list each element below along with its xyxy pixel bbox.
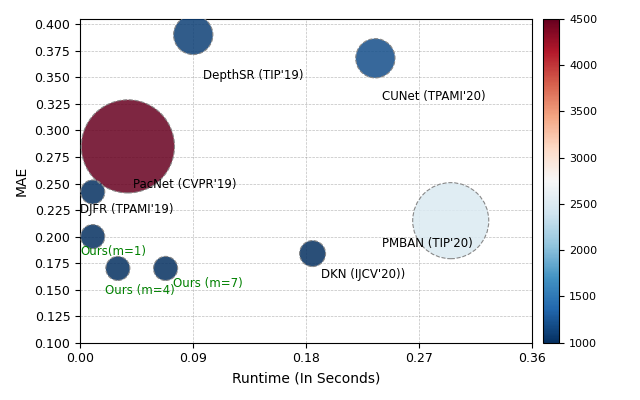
- Point: [188, 32, 198, 38]
- Point: [307, 250, 317, 257]
- Text: CUNet (TPAMI'20): CUNet (TPAMI'20): [381, 90, 485, 103]
- Point: [113, 265, 123, 272]
- Point: [113, 265, 123, 272]
- Point: [445, 218, 456, 224]
- Y-axis label: MAE: MAE: [15, 166, 29, 196]
- Text: Ours (m=7): Ours (m=7): [173, 277, 243, 290]
- Point: [445, 218, 456, 224]
- Point: [161, 265, 171, 272]
- Text: PMBAN (TIP'20): PMBAN (TIP'20): [381, 236, 472, 250]
- Point: [88, 189, 98, 195]
- Text: DJFR (TPAMI'19): DJFR (TPAMI'19): [80, 203, 173, 216]
- Point: [123, 143, 133, 150]
- Point: [307, 250, 317, 257]
- Point: [370, 55, 380, 62]
- Point: [88, 233, 98, 240]
- Point: [161, 265, 171, 272]
- Text: Ours (m=4): Ours (m=4): [105, 284, 175, 297]
- Point: [123, 143, 133, 150]
- Text: DKN (IJCV'20)): DKN (IJCV'20)): [321, 268, 406, 282]
- X-axis label: Runtime (In Seconds): Runtime (In Seconds): [232, 371, 380, 385]
- Point: [88, 189, 98, 195]
- Point: [370, 55, 380, 62]
- Text: PacNet (CVPR'19): PacNet (CVPR'19): [133, 178, 236, 191]
- Text: DepthSR (TIP'19): DepthSR (TIP'19): [204, 69, 304, 82]
- Point: [88, 233, 98, 240]
- Point: [188, 32, 198, 38]
- Text: Ours(m=1): Ours(m=1): [80, 245, 146, 258]
